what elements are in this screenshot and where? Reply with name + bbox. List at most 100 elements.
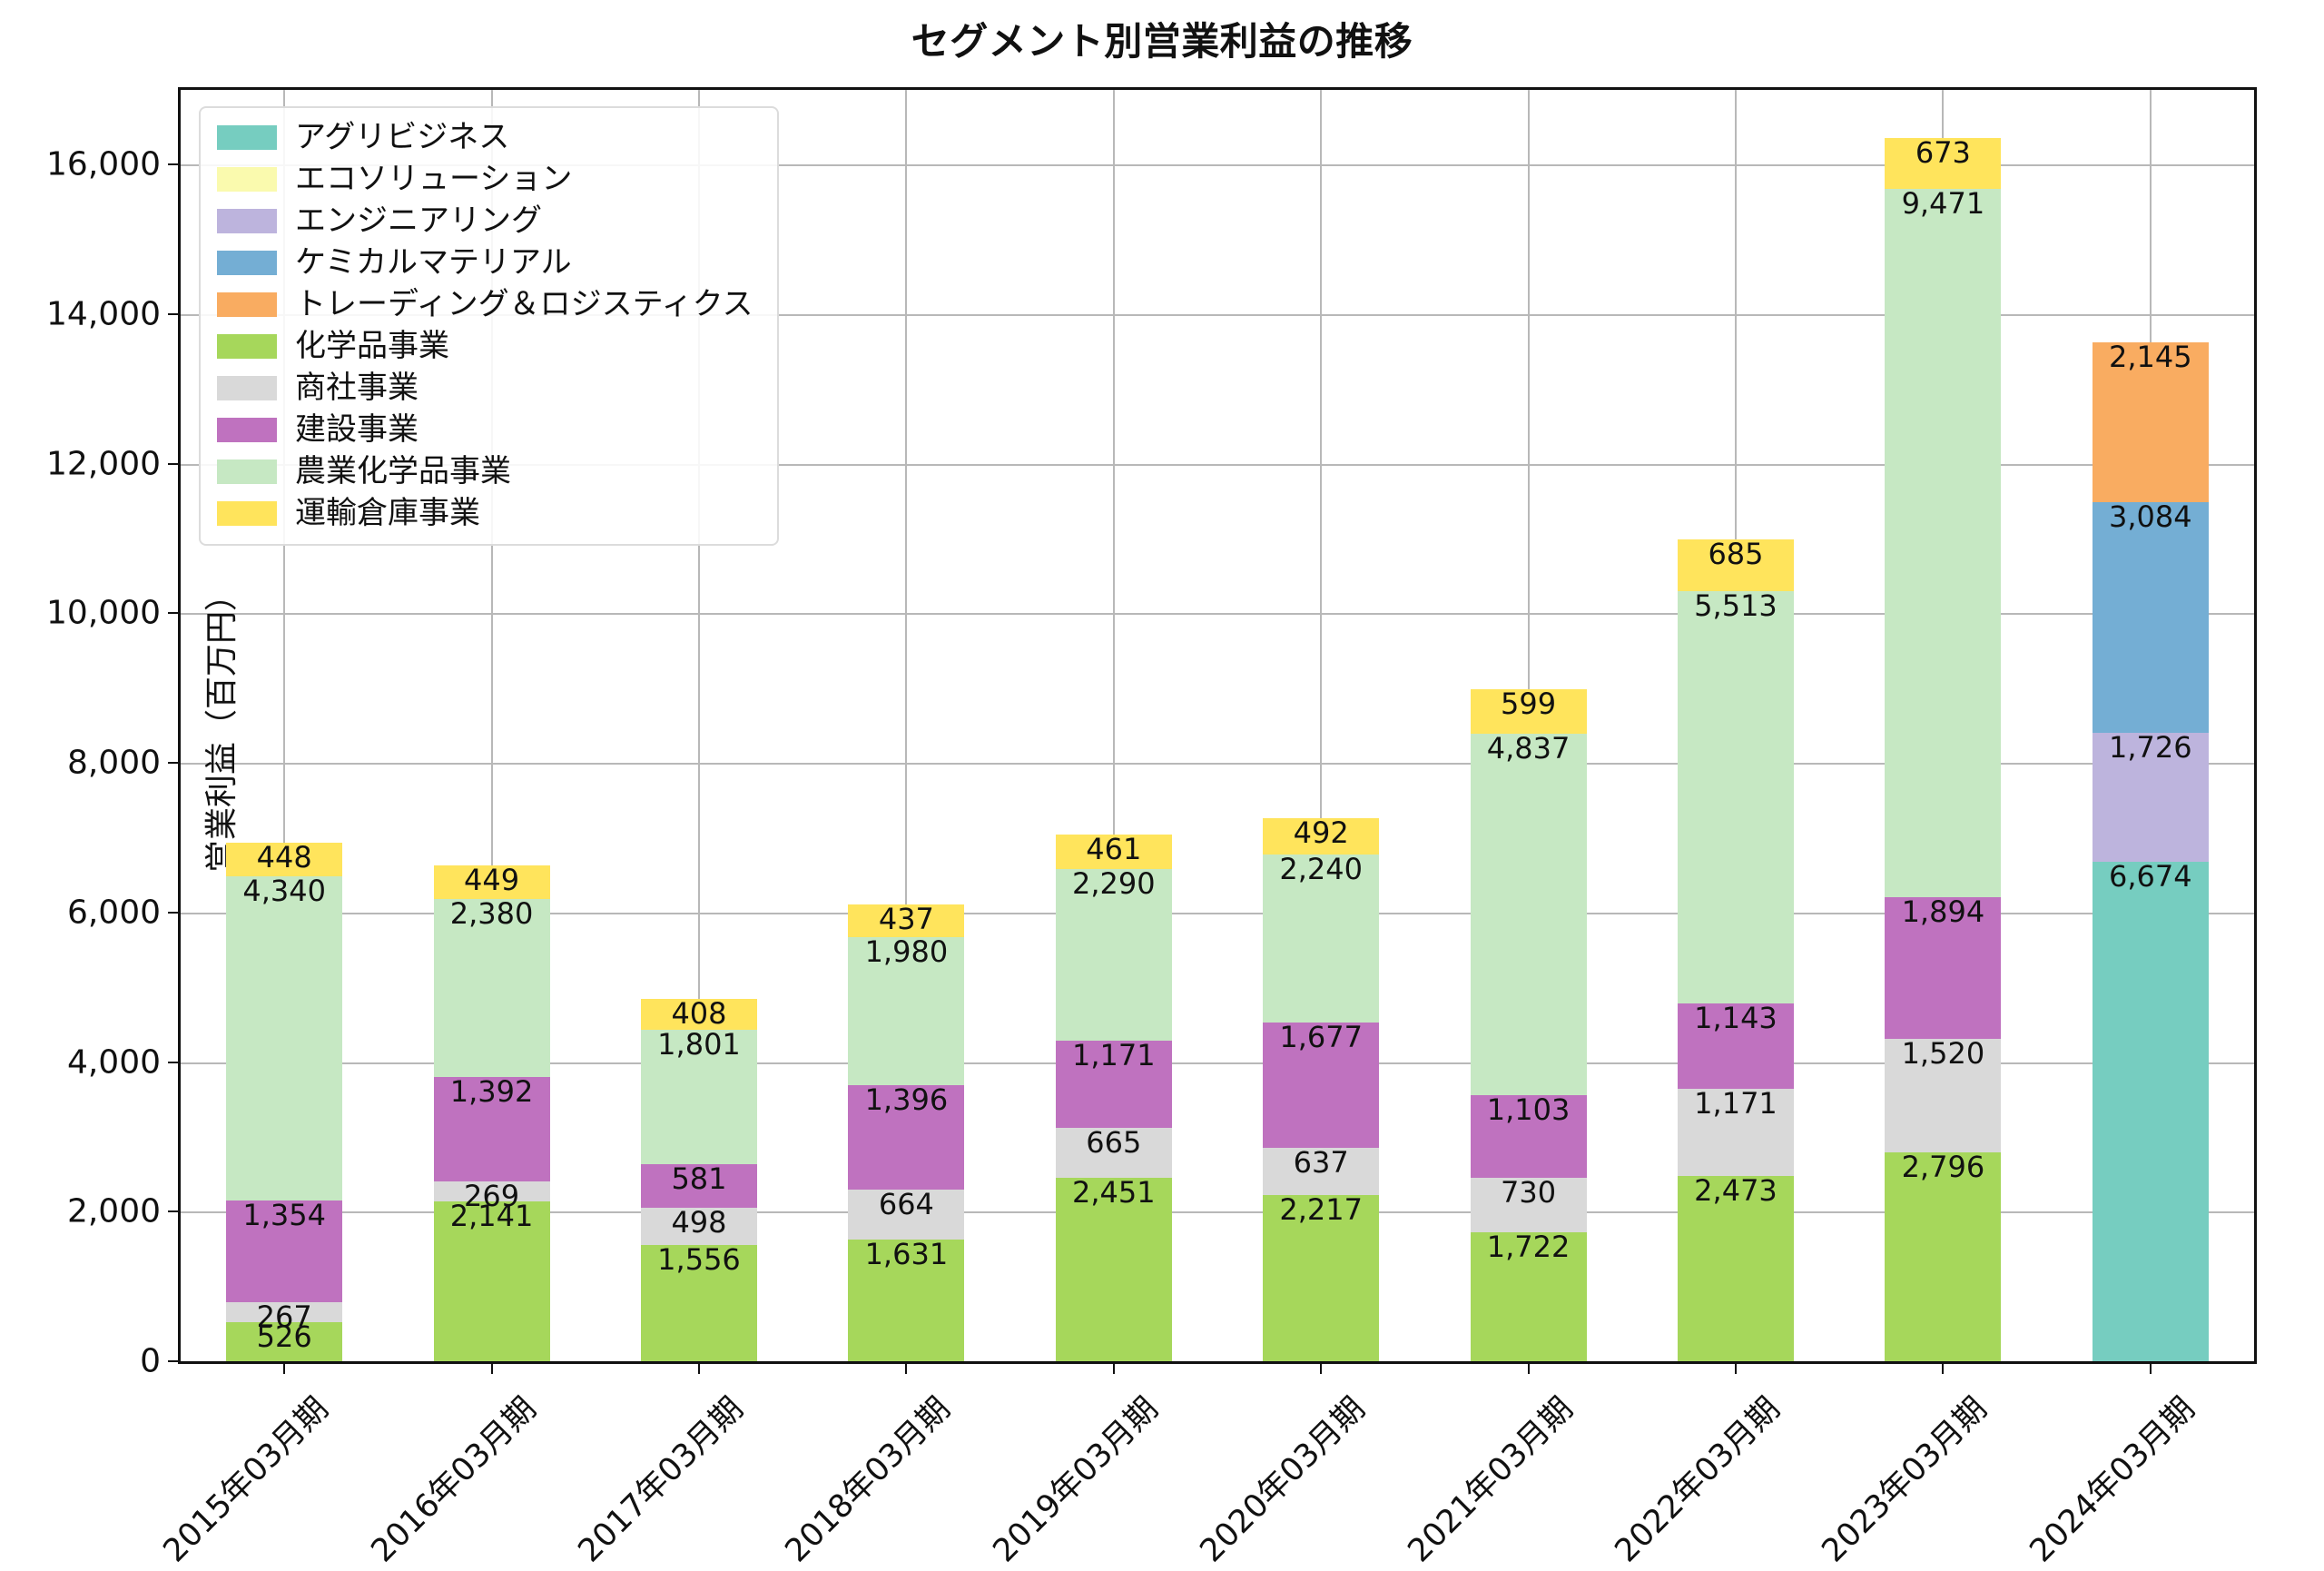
bar-segment[interactable]: 1,143: [1678, 1003, 1794, 1089]
legend-item[interactable]: 運輸倉庫事業: [217, 497, 753, 529]
bar-stack[interactable]: 2,141 269 1,392 2,380 449: [433, 862, 550, 1361]
legend-item[interactable]: アグリビジネス: [217, 121, 753, 153]
bar-segment[interactable]: 1,631: [848, 1239, 965, 1361]
bar-segment[interactable]: 2,141: [433, 1200, 550, 1361]
bar-segment[interactable]: 408: [641, 999, 757, 1030]
bar-segment[interactable]: 1,171: [1678, 1088, 1794, 1177]
bar-stack[interactable]: 526 267 1,354 4,340 448: [226, 842, 343, 1361]
gridline-horizontal: [181, 463, 2254, 466]
bar-segment-value-label: 449: [464, 862, 520, 897]
legend-item-label: 商社事業: [295, 370, 419, 406]
bar-segment[interactable]: 2,796: [1885, 1151, 2002, 1361]
bar-segment[interactable]: 526: [226, 1321, 343, 1361]
bar-segment[interactable]: 1,556: [641, 1241, 757, 1361]
bar-stack[interactable]: 2,473 1,171 1,143 5,513 685: [1678, 539, 1794, 1361]
bar-segment[interactable]: 492: [1263, 817, 1380, 855]
bar-segment-value-label: 1,556: [657, 1241, 741, 1277]
bar-segment[interactable]: 269: [433, 1181, 550, 1210]
legend-color-swatch: [217, 291, 277, 317]
bar-segment[interactable]: 673: [1885, 135, 2002, 189]
bar-segment[interactable]: 1,801: [641, 1029, 757, 1165]
bar-segment[interactable]: 5,513: [1678, 590, 1794, 1003]
bar-stack[interactable]: 6,674 1,726 3,084 2,145: [2092, 339, 2209, 1361]
bar-segment[interactable]: 1,894: [1885, 896, 2002, 1039]
bar-segment[interactable]: 637: [1263, 1147, 1380, 1196]
bar-segment[interactable]: 664: [848, 1190, 965, 1240]
bar-segment[interactable]: 1,980: [848, 937, 965, 1086]
bar-segment-value-label: 2,380: [449, 895, 534, 931]
legend-item[interactable]: 化学品事業: [217, 330, 753, 362]
bar-segment-value-label: 3,084: [2108, 499, 2192, 535]
y-axis-tick-label: 8,000: [66, 744, 161, 782]
legend-item[interactable]: 建設事業: [217, 413, 753, 446]
bar-segment[interactable]: 2,240: [1263, 855, 1380, 1023]
bar-stack[interactable]: 2,796 1,520 1,894 9,471 673: [1885, 135, 2002, 1361]
y-axis-tick-label: 12,000: [46, 445, 161, 483]
gridline-vertical: [490, 90, 493, 1361]
bar-segment[interactable]: 1,396: [848, 1085, 965, 1191]
bar-segment[interactable]: 4,837: [1470, 733, 1587, 1096]
bar-segment-value-label: 2,217: [1279, 1192, 1363, 1228]
bar-segment[interactable]: 1,520: [1885, 1038, 2002, 1152]
bar-stack[interactable]: 2,217 637 1,677 2,240 492: [1263, 817, 1380, 1361]
bar-segment[interactable]: 498: [641, 1207, 757, 1245]
x-axis-tick-label: 2015年03月期: [156, 1390, 336, 1570]
bar-segment[interactable]: 4,340: [226, 873, 343, 1201]
y-axis-tick-label: 0: [140, 1342, 161, 1380]
bar-segment[interactable]: 665: [1055, 1128, 1172, 1179]
bar-segment[interactable]: 1,103: [1470, 1092, 1587, 1179]
bar-segment[interactable]: 3,084: [2092, 499, 2209, 734]
bar-segment[interactable]: 2,380: [433, 895, 550, 1077]
bar-segment[interactable]: 437: [848, 904, 965, 938]
bar-segment[interactable]: 449: [433, 862, 550, 899]
x-axis-tick-mark: [490, 1361, 493, 1374]
bar-segment[interactable]: 599: [1470, 688, 1587, 734]
legend-item[interactable]: 農業化学品事業: [217, 455, 753, 488]
bar-segment[interactable]: 1,726: [2092, 730, 2209, 863]
chart-legend[interactable]: アグリビジネスエコソリューションエンジニアリングケミカルマテリアル トレーディング…: [199, 106, 779, 546]
legend-item[interactable]: エコソリューション: [217, 163, 753, 195]
bar-segment[interactable]: 9,471: [1885, 185, 2002, 897]
bar-segment[interactable]: 2,451: [1055, 1178, 1172, 1361]
legend-item-label: 化学品事業: [295, 328, 449, 364]
bar-segment[interactable]: 2,473: [1678, 1176, 1794, 1361]
bar-segment-value-label: 4,340: [242, 873, 326, 908]
legend-item[interactable]: エンジニアリング: [217, 204, 753, 237]
bar-segment[interactable]: 1,354: [226, 1200, 343, 1302]
bar-segment[interactable]: 1,171: [1055, 1040, 1172, 1129]
bar-segment[interactable]: 581: [641, 1164, 757, 1208]
bar-segment[interactable]: 2,145: [2092, 339, 2209, 503]
legend-item[interactable]: 商社事業: [217, 371, 753, 404]
bar-stack[interactable]: 1,631 664 1,396 1,980 437: [848, 904, 965, 1361]
y-axis-tick-mark: [168, 911, 181, 914]
bar-segment[interactable]: 1,722: [1470, 1232, 1587, 1361]
bar-stack[interactable]: 1,556 498 581 1,801 408: [641, 999, 757, 1361]
bar-segment-value-label: 9,471: [1901, 185, 1985, 221]
legend-color-swatch: [217, 500, 277, 526]
bar-segment-value-label: 673: [1915, 135, 1971, 171]
bar-segment-value-label: 1,726: [2108, 730, 2192, 766]
legend-item-label: エンジニアリング: [295, 203, 542, 239]
bar-segment[interactable]: 1,677: [1263, 1022, 1380, 1148]
bar-segment[interactable]: 2,290: [1055, 869, 1172, 1041]
legend-item[interactable]: トレーディング＆ロジスティクス: [217, 288, 753, 321]
legend-item-label: アグリビジネス: [295, 119, 510, 155]
bar-segment-value-label: 1,103: [1486, 1092, 1571, 1128]
bar-segment[interactable]: 6,674: [2092, 862, 2209, 1361]
bar-segment[interactable]: 1,392: [433, 1076, 550, 1181]
legend-item[interactable]: ケミカルマテリアル: [217, 246, 753, 279]
bar-segment[interactable]: 685: [1678, 539, 1794, 591]
bar-stack[interactable]: 2,451 665 1,171 2,290 461: [1055, 835, 1172, 1361]
bar-stack[interactable]: 1,722 730 1,103 4,837 599: [1470, 688, 1587, 1361]
bar-segment[interactable]: 267: [226, 1301, 343, 1331]
bar-segment[interactable]: 730: [1470, 1178, 1587, 1233]
bar-segment-value-label: 2,145: [2108, 339, 2192, 374]
bar-segment[interactable]: 461: [1055, 835, 1172, 870]
bar-segment[interactable]: 448: [226, 842, 343, 876]
x-axis-tick-mark: [698, 1361, 700, 1374]
x-axis-tick-label: 2018年03月期: [779, 1390, 959, 1570]
legend-color-swatch: [217, 417, 277, 442]
gridline-vertical: [905, 90, 908, 1361]
bar-segment-value-label: 1,143: [1694, 1000, 1777, 1035]
bar-segment[interactable]: 2,217: [1263, 1192, 1380, 1361]
